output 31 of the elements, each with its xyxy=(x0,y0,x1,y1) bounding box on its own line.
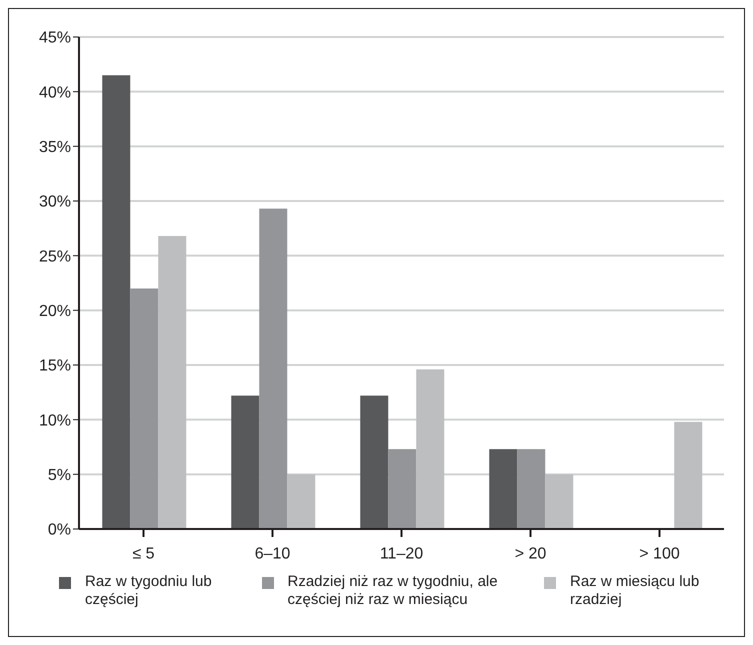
y-tick-label: 10% xyxy=(38,412,71,430)
y-tick-label: 45% xyxy=(38,30,71,47)
bar xyxy=(517,449,546,529)
bar xyxy=(287,474,316,529)
bar xyxy=(130,288,158,529)
y-tick-label: 25% xyxy=(38,248,71,266)
bar xyxy=(102,75,130,529)
y-tick-label: 35% xyxy=(38,139,71,156)
bar xyxy=(489,449,518,529)
legend-label: Raz w miesiącu lub rzadziej xyxy=(570,573,700,609)
y-tick-label: 5% xyxy=(48,467,71,484)
bar xyxy=(259,208,288,529)
x-tick-label: 6–10 xyxy=(254,545,290,562)
y-tick-label: 30% xyxy=(38,194,71,211)
x-tick-label: > 100 xyxy=(639,545,680,562)
y-tick-label: 15% xyxy=(38,358,71,375)
x-tick-label: > 20 xyxy=(514,545,546,562)
bar xyxy=(231,396,260,529)
y-tick-label: 0% xyxy=(48,522,71,539)
bar xyxy=(416,369,444,529)
y-tick-label: 40% xyxy=(38,84,71,102)
bar xyxy=(158,236,186,529)
y-tick-label: 20% xyxy=(38,303,71,320)
x-tick-label: 11–20 xyxy=(380,545,424,562)
bar xyxy=(545,474,574,529)
bar xyxy=(674,422,702,529)
bar xyxy=(388,449,416,529)
legend-label: Raz w tygodniu lub częściej xyxy=(85,573,213,609)
bar xyxy=(360,396,388,529)
legend-label: Rzadziej niż raz w tygodniu, ale częściej niż raz w miesiącu xyxy=(288,573,499,609)
x-tick-label: ≤ 5 xyxy=(132,545,155,562)
